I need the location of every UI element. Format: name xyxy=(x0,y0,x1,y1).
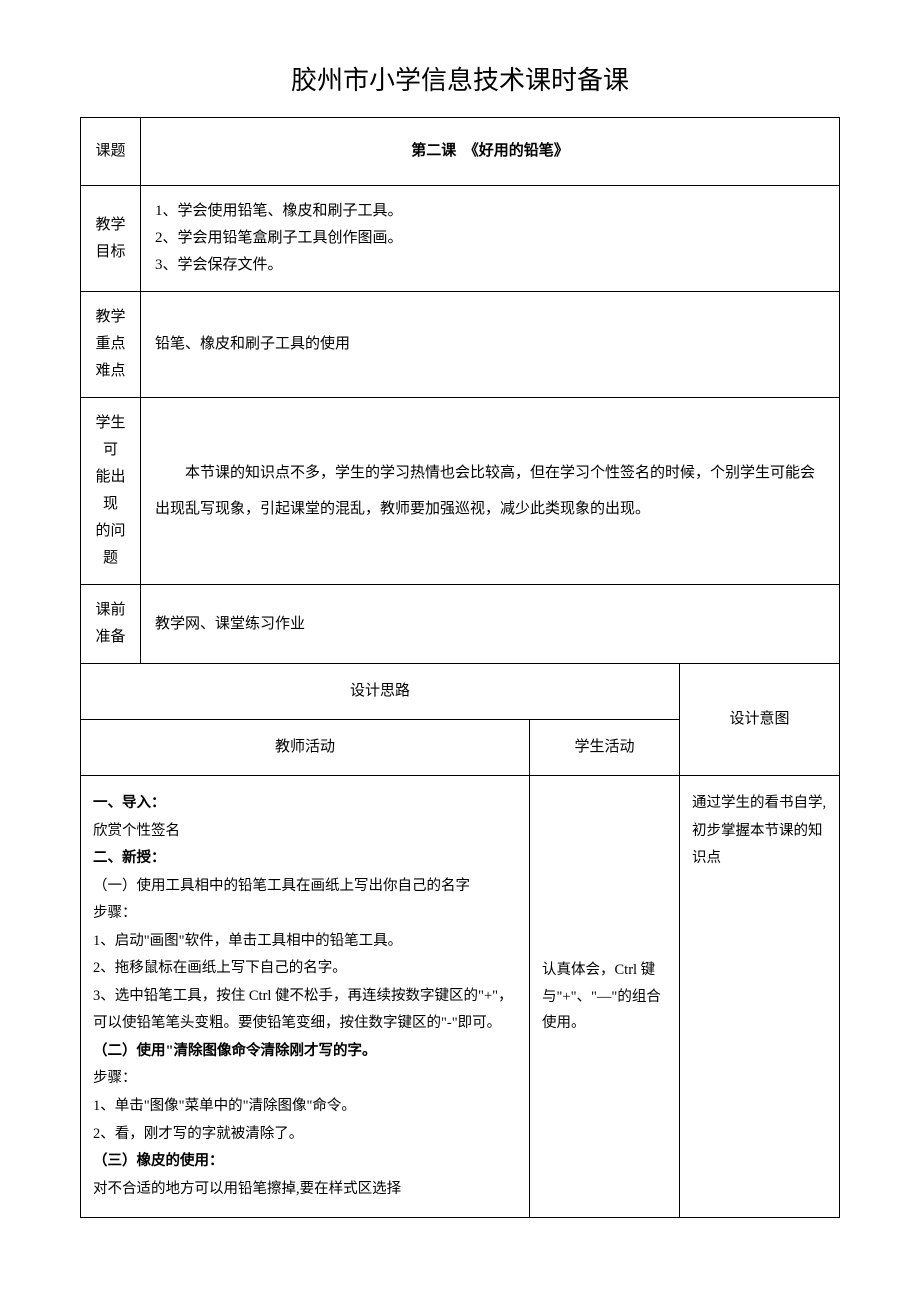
teacher-header: 教师活动 xyxy=(81,720,530,776)
activity-content-row: 一、导入： 欣赏个性签名 二、新授： （一）使用工具相中的铅笔工具在画纸上写出你… xyxy=(81,776,840,1218)
intro-title: 一、导入： xyxy=(93,790,517,818)
part2-title: （二）使用"清除图像命令清除刚才写的字。 xyxy=(93,1038,517,1066)
objective-item: 3、学会保存文件。 xyxy=(155,252,825,279)
steps-label: 步骤： xyxy=(93,900,517,928)
topic-label: 课题 xyxy=(81,118,141,186)
intro-line: 欣赏个性签名 xyxy=(93,818,517,846)
document-title: 胶州市小学信息技术课时备课 xyxy=(80,60,840,97)
objective-item: 2、学会用铅笔盒刷子工具创作图画。 xyxy=(155,225,825,252)
student-activity-cell: 认真体会，Ctrl 键与"+"、"—"的组合使用。 xyxy=(530,776,680,1218)
design-header: 设计思路 xyxy=(81,664,680,720)
step-item: 1、单击"图像"菜单中的"清除图像"命令。 xyxy=(93,1093,517,1121)
problems-row: 学生 可 能出 现 的问 题 本节课的知识点不多，学生的学习热情也会比较高，但在… xyxy=(81,398,840,585)
part3-line: 对不合适的地方可以用铅笔擦掉,要在样式区选择 xyxy=(93,1176,517,1204)
steps-label: 步骤： xyxy=(93,1065,517,1093)
keypoints-row: 教学 重点 难点 铅笔、橡皮和刷子工具的使用 xyxy=(81,292,840,398)
intent-header: 设计意图 xyxy=(680,664,840,776)
teacher-activity-cell: 一、导入： 欣赏个性签名 二、新授： （一）使用工具相中的铅笔工具在画纸上写出你… xyxy=(81,776,530,1218)
objective-item: 1、学会使用铅笔、橡皮和刷子工具。 xyxy=(155,198,825,225)
step-item: 1、启动"画图"软件，单击工具相中的铅笔工具。 xyxy=(93,928,517,956)
newlesson-title: 二、新授： xyxy=(93,845,517,873)
objectives-content: 1、学会使用铅笔、橡皮和刷子工具。 2、学会用铅笔盒刷子工具创作图画。 3、学会… xyxy=(141,186,840,292)
keypoints-content: 铅笔、橡皮和刷子工具的使用 xyxy=(141,292,840,398)
topic-row: 课题 第二课 《好用的铅笔》 xyxy=(81,118,840,186)
part1-title: （一）使用工具相中的铅笔工具在画纸上写出你自己的名字 xyxy=(93,873,517,901)
keypoints-label: 教学 重点 难点 xyxy=(81,292,141,398)
step-item: 3、选中铅笔工具，按住 Ctrl 健不松手，再连续按数字键区的"+"，可以使铅笔… xyxy=(93,983,517,1038)
preparation-row: 课前 准备 教学网、课堂练习作业 xyxy=(81,585,840,664)
objectives-row: 教学 目标 1、学会使用铅笔、橡皮和刷子工具。 2、学会用铅笔盒刷子工具创作图画… xyxy=(81,186,840,292)
design-intent-cell: 通过学生的看书自学,初步掌握本节课的知识点 xyxy=(680,776,840,1218)
preparation-content: 教学网、课堂练习作业 xyxy=(141,585,840,664)
objectives-label: 教学 目标 xyxy=(81,186,141,292)
preparation-label: 课前 准备 xyxy=(81,585,141,664)
step-item: 2、看，刚才写的字就被清除了。 xyxy=(93,1121,517,1149)
lesson-plan-table: 课题 第二课 《好用的铅笔》 教学 目标 1、学会使用铅笔、橡皮和刷子工具。 2… xyxy=(80,117,840,1218)
topic-value: 第二课 《好用的铅笔》 xyxy=(141,118,840,186)
design-header-row: 设计思路 设计意图 xyxy=(81,664,840,720)
problems-label: 学生 可 能出 现 的问 题 xyxy=(81,398,141,585)
step-item: 2、拖移鼠标在画纸上写下自己的名字。 xyxy=(93,955,517,983)
problems-content: 本节课的知识点不多，学生的学习热情也会比较高，但在学习个性签名的时候，个别学生可… xyxy=(141,398,840,585)
student-header: 学生活动 xyxy=(530,720,680,776)
part3-title: （三）橡皮的使用： xyxy=(93,1148,517,1176)
